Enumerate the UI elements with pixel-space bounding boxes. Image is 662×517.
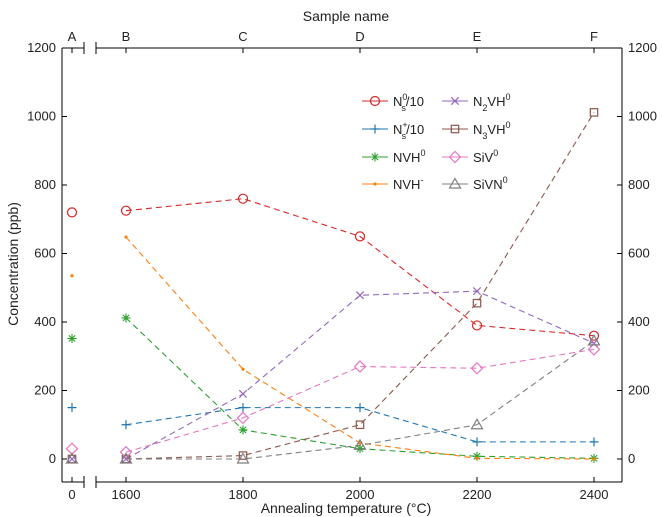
series-line-ns0 (125, 198, 595, 337)
y-tick-label-right: 1000 (628, 109, 657, 124)
data-point-sivn0 (353, 438, 367, 450)
data-point-nvhminus (70, 274, 74, 278)
legend-label-nvh0: NVH0 (393, 148, 425, 165)
legend-marker-ns0 (369, 95, 381, 107)
axis-ticks: 0 0 200 200 400 400 600 600 800 800 1000 1000 1200 12… (27, 29, 657, 502)
data-point-ns0 (66, 207, 78, 218)
data-point-ns0 (120, 205, 132, 216)
legend-marker-n3vh0 (450, 124, 460, 134)
legend-label-siv0: SiV0 (473, 148, 498, 165)
data-point-nsplus (472, 437, 482, 447)
data-point-n3vh0 (238, 451, 248, 460)
y-tick-label-right: 800 (628, 177, 650, 192)
data-point-n2vh0 (472, 287, 482, 296)
plot-frame (61, 42, 623, 488)
series-line-nvh0 (125, 317, 595, 459)
data-point-siv0 (236, 411, 250, 425)
data-point-n2vh0 (121, 454, 131, 464)
legend-marker-nvh0 (370, 152, 380, 162)
top-tick-label: C (238, 29, 247, 44)
data-point-ns0 (354, 231, 366, 242)
legend-marker-n2vh0 (450, 96, 460, 106)
x-tick-label: 1800 (229, 487, 258, 502)
data-point-siv0 (587, 343, 601, 356)
data-point-nsplus (238, 403, 248, 413)
data-point-n2vh0 (355, 291, 365, 300)
data-point-nvh0 (238, 425, 248, 435)
data-point-nvhminus (592, 457, 596, 461)
data-point-ns0 (588, 330, 600, 341)
data-point-nsplus (67, 403, 77, 413)
y-tick-label: 0 (49, 451, 56, 466)
data-point-nvhminus (241, 367, 245, 371)
data-point-nvh0 (121, 313, 131, 323)
data-point-nvh0 (67, 333, 77, 343)
y-tick-label-right: 600 (628, 246, 650, 261)
series-line-nvhminus (125, 236, 595, 460)
legend-marker-nsplus (370, 124, 380, 134)
data-point-nvhminus (475, 456, 479, 460)
y-tick-label-right: 200 (628, 383, 650, 398)
x-tick-label: 0 (68, 487, 75, 502)
data-point-nsplus (589, 437, 599, 447)
top-tick-label: A (68, 29, 77, 44)
data-point-nsplus (121, 420, 131, 430)
legend-label-ns0: N0 s/10 (393, 92, 424, 113)
x-tick-label: 2400 (580, 487, 609, 502)
y-tick-label: 800 (34, 177, 56, 192)
x-axis-title: Annealing temperature (°C) (261, 500, 432, 516)
y-tick-label: 400 (34, 314, 56, 329)
data-point-n3vh0 (355, 420, 365, 430)
series-line-nsplus (125, 407, 594, 443)
series-line-siv0 (125, 348, 595, 453)
data-point-siv0 (119, 445, 133, 459)
legend-label-sivn0: SiVN0 (473, 175, 508, 192)
data-point-siv0 (353, 360, 367, 373)
y-tick-label-right: 0 (628, 451, 635, 466)
data-point-sivn0 (236, 452, 250, 464)
data-point-n3vh0 (589, 108, 599, 117)
legend-label-nsplus: N+ s/10 (393, 120, 424, 141)
data-point-nvhminus (124, 235, 128, 239)
legend-marker-sivn0 (448, 177, 462, 189)
data-point-sivn0 (470, 418, 484, 430)
data-point-sivn0 (65, 452, 79, 464)
data-point-n2vh0 (238, 389, 248, 399)
top-tick-label: D (355, 29, 364, 44)
series-line-n3vh0 (125, 112, 595, 460)
data-point-sivn0 (119, 452, 133, 464)
series-line-sivn0 (126, 340, 595, 460)
legend-label-n3vh0: N3VH0 (473, 120, 510, 141)
x-tick-label: 1600 (112, 487, 141, 502)
y-tick-label: 1200 (27, 40, 56, 55)
legend: N0 s/10 N+ s/10 NVH0 NVH- N2VH0 N3VH0 SiV0 SiVN0 (362, 92, 510, 192)
y-tick-label: 1000 (27, 109, 56, 124)
data-point-ns0 (471, 320, 483, 331)
y-axis-title: Concentration (ppb) (5, 202, 21, 326)
data-point-n2vh0 (67, 454, 77, 464)
data-point-siv0 (470, 361, 484, 375)
y-tick-label-right: 400 (628, 314, 650, 329)
top-axis-title: Sample name (303, 8, 390, 24)
legend-label-nvhminus: NVH- (393, 175, 423, 192)
top-tick-label: F (590, 29, 598, 44)
y-tick-label-right: 1200 (628, 40, 657, 55)
y-tick-label: 200 (34, 383, 56, 398)
data-point-sivn0 (587, 334, 601, 346)
data-point-nsplus (355, 403, 365, 413)
series-markers (65, 108, 601, 464)
top-tick-label: E (473, 29, 482, 44)
legend-marker-nvhminus (373, 182, 377, 186)
legend-label-n2vh0: N2VH0 (473, 92, 510, 113)
legend-marker-siv0 (448, 150, 462, 164)
y-tick-label: 600 (34, 246, 56, 261)
data-point-ns0 (237, 193, 249, 204)
x-tick-label: 2200 (463, 487, 492, 502)
data-point-n3vh0 (472, 298, 482, 308)
top-tick-label: B (122, 29, 131, 44)
data-point-nvh0 (472, 451, 482, 461)
x-tick-label: 2000 (346, 487, 375, 502)
